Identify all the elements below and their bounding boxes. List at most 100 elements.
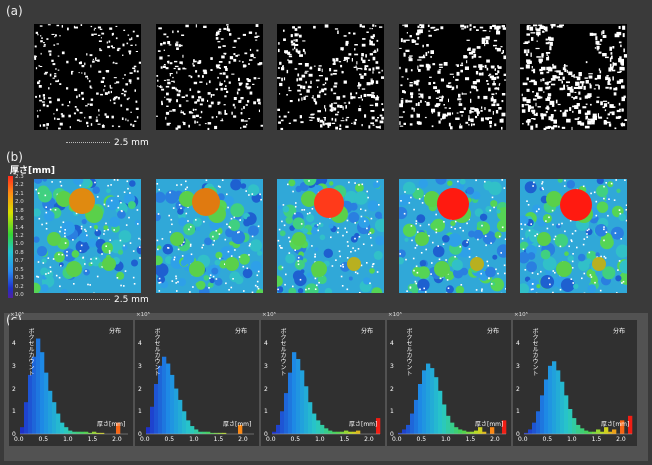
histogram-bar	[280, 411, 285, 434]
histogram-multiplier: ×10⁵	[10, 312, 24, 318]
histogram-bar	[272, 431, 277, 434]
histogram-bar	[52, 402, 57, 434]
histogram-xtick: 1.0	[63, 436, 73, 443]
histogram-bar	[462, 430, 467, 434]
histogram-bar	[536, 411, 541, 434]
histogram-ytick: 1	[390, 408, 394, 416]
histogram-multiplier: ×10⁵	[262, 312, 276, 318]
histogram-xtick: 0.5	[542, 436, 553, 443]
histogram-bar	[474, 430, 479, 434]
histogram-ytick: 0	[138, 431, 142, 438]
histogram-ylabel: ボクセルカウント	[531, 328, 538, 376]
histogram-bar	[552, 361, 557, 434]
colorbar-tick: 2.3	[15, 174, 24, 180]
histogram-bar	[540, 395, 545, 434]
histogram-bar	[312, 413, 317, 434]
histogram-legend: 分布	[613, 328, 626, 335]
histogram-bar	[198, 431, 203, 434]
histogram-bar	[288, 372, 293, 434]
histogram-bar	[210, 432, 215, 434]
histogram-xtick: 2.0	[364, 436, 374, 443]
histogram-bar	[238, 424, 243, 434]
histogram-bar	[450, 422, 455, 434]
histogram-xtick: 1.0	[441, 436, 451, 443]
histogram-xtick: 1.5	[87, 436, 98, 443]
colorbar-tick: 2.2	[15, 182, 24, 189]
histogram-xtick: 1.0	[189, 436, 199, 443]
histogram-bar	[182, 411, 187, 434]
histogram-bar	[48, 390, 53, 434]
histogram-bar	[20, 427, 25, 434]
histogram-legend: 分布	[235, 328, 248, 335]
colorbar-tick: 1.6	[15, 216, 24, 223]
histogram-bar	[560, 381, 565, 434]
histogram-bar	[588, 431, 593, 434]
histogram-ytick: 2	[264, 385, 268, 393]
histogram-bar	[40, 352, 45, 434]
histogram-xtick: 1.5	[465, 436, 476, 443]
histogram-ytick: 4	[390, 340, 394, 348]
histogram-bar	[528, 429, 533, 434]
histogram-multiplier: ×10⁵	[514, 312, 528, 318]
histogram-bar	[80, 431, 85, 434]
thickness-histogram-1: ×10⁵ 分布 厚さ[mm] ボクセルカウント 4 3 2 1 0 0.0 0.5 1.0 1.5 2.0	[9, 312, 133, 446]
histogram-ytick: 0	[264, 431, 268, 438]
histogram-ylabel: ボクセルカウント	[27, 328, 34, 376]
colorbar-tick: 0.5	[15, 266, 24, 273]
histogram-bar	[292, 352, 297, 434]
histogram-bar	[36, 338, 41, 434]
histogram-bar	[544, 379, 549, 434]
histogram-legend: 分布	[487, 328, 500, 335]
histogram-bar	[398, 432, 403, 434]
histogram-xtick: 0.5	[164, 436, 175, 443]
histogram-bar	[170, 374, 175, 434]
histogram-bar	[174, 388, 179, 434]
histogram-bar	[490, 427, 495, 434]
histogram-ytick: 0	[12, 431, 16, 438]
histogram-bar	[76, 431, 81, 434]
colorbar-tick: 1.4	[15, 224, 24, 231]
histogram-ytick: 2	[390, 385, 394, 393]
panel-a-label: (a)	[6, 4, 23, 18]
histogram-bar	[612, 429, 617, 434]
histogram-ylabel: ボクセルカウント	[153, 328, 160, 376]
histogram-ylabel: ボクセルカウント	[279, 328, 286, 376]
histogram-bar	[324, 428, 329, 434]
histogram-bar	[308, 402, 313, 434]
histogram-bar	[532, 422, 537, 434]
panel-b: (b) 厚さ[mm] 2.3 2.2 2.1 2.0 1.8 1.6 1.4 1.2 1.0 0.…	[4, 150, 648, 310]
histogram-bar	[92, 431, 97, 434]
histogram-bar	[214, 432, 219, 434]
histogram-bar	[604, 427, 609, 434]
histogram-bar	[596, 429, 601, 434]
histogram-bar	[502, 420, 507, 434]
histogram-xtick: 1.5	[339, 436, 350, 443]
histogram-ytick: 1	[12, 408, 16, 416]
histogram-ytick: 1	[264, 408, 268, 416]
colorbar-tick: 1.0	[15, 241, 24, 248]
histogram-bar	[332, 431, 337, 434]
histogram-bar	[32, 356, 37, 434]
histogram-bar	[60, 422, 65, 434]
histogram-xlabel: 厚さ[mm]	[475, 421, 504, 428]
colorbar-tick: 2.1	[15, 190, 24, 197]
histogram-xtick: 1.5	[213, 436, 224, 443]
histogram-bar	[100, 432, 105, 434]
colorbar-tick: 2.0	[15, 199, 24, 206]
histogram-bar	[600, 431, 605, 434]
histogram-bar	[96, 432, 101, 434]
histogram-bar	[410, 413, 415, 434]
histogram-bar	[556, 370, 561, 434]
histogram-multiplier: ×10⁵	[388, 312, 402, 318]
histogram-bar	[446, 415, 451, 434]
histogram-bar	[56, 413, 61, 434]
histogram-legend: 分布	[361, 328, 374, 335]
binary-slice-5	[520, 24, 628, 132]
thickness-map-5	[517, 177, 634, 296]
histogram-bar	[434, 377, 439, 434]
histogram-bar	[202, 431, 207, 434]
histogram-ytick: 0	[516, 431, 520, 438]
colorbar-tick: 0.0	[15, 292, 24, 298]
histogram-bar	[406, 424, 411, 434]
histogram-xtick: 2.0	[112, 436, 122, 443]
